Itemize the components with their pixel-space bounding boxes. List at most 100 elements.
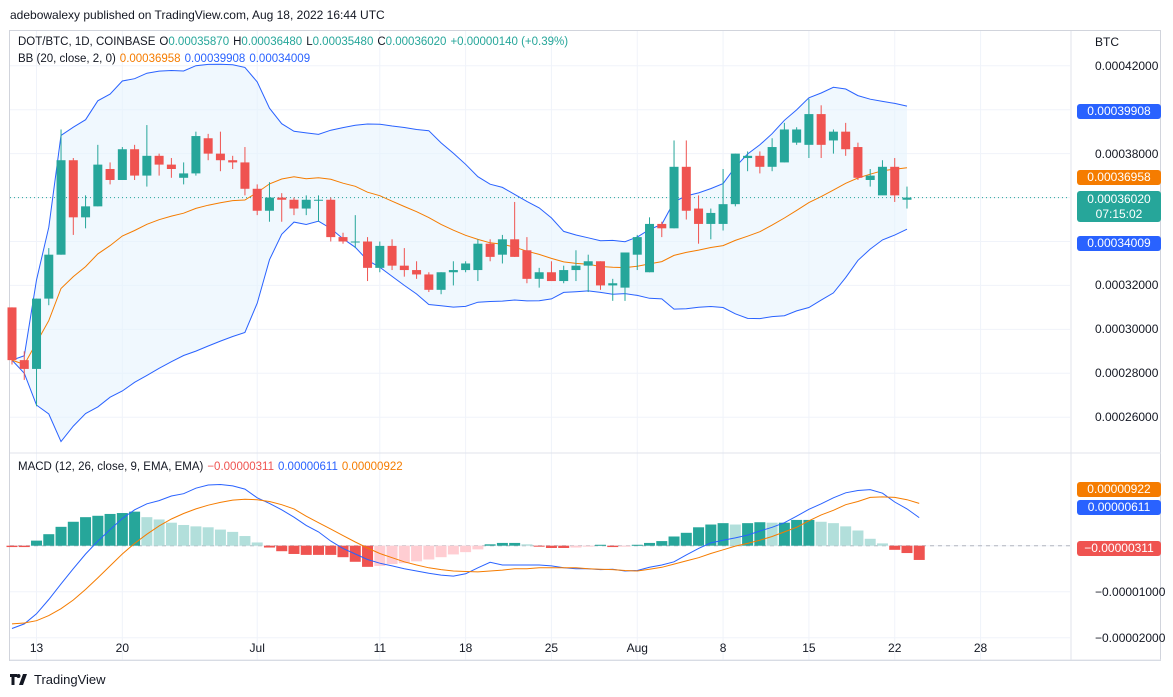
candle-body bbox=[804, 114, 814, 145]
macd-hist-bar bbox=[680, 532, 692, 546]
candle-body bbox=[877, 166, 887, 196]
price-tick-label: 0.00042000 bbox=[1095, 58, 1159, 73]
macd-signal-value: 0.00000922 bbox=[341, 461, 403, 473]
candle-body bbox=[215, 153, 225, 161]
macd-hist-bar bbox=[778, 522, 790, 546]
candle-body bbox=[706, 212, 716, 224]
bb-lower-value: 0.00034009 bbox=[249, 53, 311, 65]
main-legend: DOT/BTC, 1D, COINBASE O0.00035870 H0.00036… bbox=[18, 36, 572, 48]
candle-body bbox=[350, 241, 360, 243]
macd-hist-bar bbox=[570, 545, 582, 548]
time-tick-label: 18 bbox=[459, 641, 473, 655]
footer: TradingView bbox=[10, 672, 106, 687]
candle-body bbox=[730, 153, 740, 205]
macd-hist-bar bbox=[337, 545, 349, 558]
price-tick-label: 0.00028000 bbox=[1095, 366, 1159, 381]
macd-hist-bar bbox=[840, 526, 852, 546]
macd-hist-bar bbox=[656, 541, 668, 546]
macd-hist-bar bbox=[92, 515, 104, 546]
candle-body bbox=[191, 136, 201, 174]
macd-hist-bar bbox=[594, 544, 606, 546]
candle-body bbox=[314, 199, 323, 201]
candle-body bbox=[865, 175, 875, 180]
candle-body bbox=[816, 114, 826, 145]
candle-body bbox=[841, 131, 851, 150]
candle-body bbox=[105, 169, 115, 180]
candle-body bbox=[902, 197, 912, 200]
candle-body bbox=[718, 204, 728, 224]
candle-body bbox=[179, 173, 189, 178]
candle-body bbox=[203, 138, 213, 154]
candle-body bbox=[277, 197, 287, 200]
candle-body bbox=[473, 243, 483, 271]
candle-body bbox=[375, 245, 385, 268]
macd-hist-bar bbox=[558, 545, 570, 548]
candle-body bbox=[93, 164, 103, 207]
macd-hist-bar bbox=[227, 531, 239, 546]
candle-body bbox=[301, 199, 311, 209]
candle-body bbox=[461, 263, 471, 271]
candle-body bbox=[252, 188, 262, 211]
change-value: +0.00000140 (+0.39%) bbox=[450, 36, 569, 48]
candle-body bbox=[289, 199, 299, 209]
bb-fill bbox=[12, 64, 907, 442]
candle-body bbox=[522, 250, 532, 279]
macd-hist-bar bbox=[460, 545, 472, 553]
bb-upper-value: 0.00039908 bbox=[184, 53, 246, 65]
macd-hist-bar bbox=[472, 545, 484, 550]
close-label: C bbox=[377, 36, 386, 48]
candle-body bbox=[608, 283, 618, 286]
macd-hist-bar bbox=[827, 523, 839, 546]
price-tick-label: 0.00026000 bbox=[1095, 410, 1159, 425]
bb-upper-tag: 0.00039908 bbox=[1077, 104, 1161, 119]
candle-body bbox=[228, 160, 238, 163]
macd-hist-bar bbox=[18, 545, 30, 548]
macd-hist-bar bbox=[129, 511, 141, 546]
time-tick-label: Jul bbox=[250, 641, 265, 655]
candle-body bbox=[755, 155, 765, 167]
candle-body bbox=[338, 237, 348, 242]
last-price-tag: 0.00036020 07:15:02 bbox=[1077, 191, 1161, 222]
countdown-value: 07:15:02 bbox=[1095, 207, 1143, 221]
macd-hist-bar bbox=[80, 517, 92, 546]
bb-upper-line bbox=[11, 63, 908, 361]
candle-body bbox=[424, 274, 434, 290]
footer-brand: TradingView bbox=[34, 672, 106, 687]
macd-hist-bar bbox=[791, 519, 803, 546]
time-tick-label: 20 bbox=[116, 641, 130, 655]
bb-lower-line bbox=[11, 220, 908, 443]
macd-hist-bar bbox=[447, 545, 459, 555]
macd-hist-bar bbox=[619, 545, 631, 547]
last-price-value: 0.00036020 bbox=[1087, 192, 1151, 206]
candle-body bbox=[68, 160, 78, 218]
candle-body bbox=[56, 160, 66, 255]
macd-hist-bar bbox=[484, 544, 496, 546]
low-label: L bbox=[306, 36, 313, 48]
macd-hist-bar bbox=[165, 522, 177, 546]
time-tick-label: 11 bbox=[374, 641, 387, 655]
candle-body bbox=[853, 147, 863, 178]
candle-body bbox=[117, 149, 127, 180]
low-value: 0.00035480 bbox=[312, 36, 374, 48]
candle-body bbox=[559, 270, 569, 282]
bb-basis-line bbox=[11, 167, 908, 366]
macd-hist-bar bbox=[374, 545, 386, 566]
candle-body bbox=[485, 243, 495, 257]
macd-hist-bar bbox=[276, 545, 288, 552]
macd-hist-bar bbox=[582, 545, 594, 547]
macd-hist-bar bbox=[31, 540, 43, 546]
macd-signal-line bbox=[11, 496, 920, 625]
candle-body bbox=[130, 149, 140, 176]
open-label: O bbox=[159, 36, 169, 48]
candle-body bbox=[546, 272, 556, 282]
macd-hist-bar bbox=[325, 545, 337, 555]
candle-body bbox=[669, 166, 679, 229]
macd-hist-bar bbox=[263, 545, 275, 548]
candle-body bbox=[694, 208, 704, 224]
macd-line-tag: 0.00000611 bbox=[1077, 500, 1161, 515]
candle-body bbox=[326, 199, 336, 238]
candle-body bbox=[240, 162, 250, 189]
candle-body bbox=[510, 239, 520, 257]
macd-line-value: 0.00000611 bbox=[277, 461, 338, 473]
